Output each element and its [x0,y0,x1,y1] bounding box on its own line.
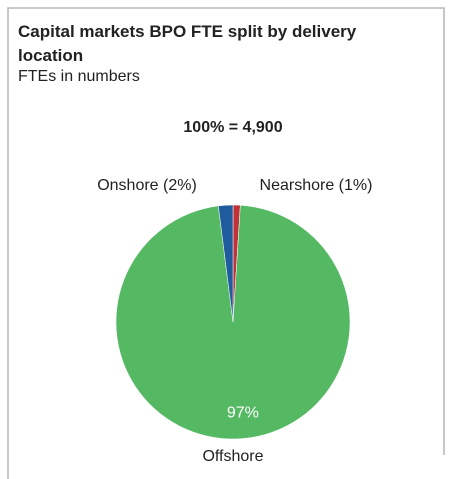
pie-slice [218,204,234,323]
frame [7,7,445,479]
chart-subtitle: FTEs in numbers [18,68,140,85]
chart-title: Capital markets BPO FTE split by deliver… [18,22,357,65]
slice-label: Nearshore (1%) [260,177,373,194]
slice-label: Onshore (2%) [97,177,197,194]
slice-label: Offshore [202,448,263,465]
pie-slice [115,204,351,440]
value-label: 97% [227,404,259,421]
total-annotation: 100% = 4,900 [183,119,282,136]
